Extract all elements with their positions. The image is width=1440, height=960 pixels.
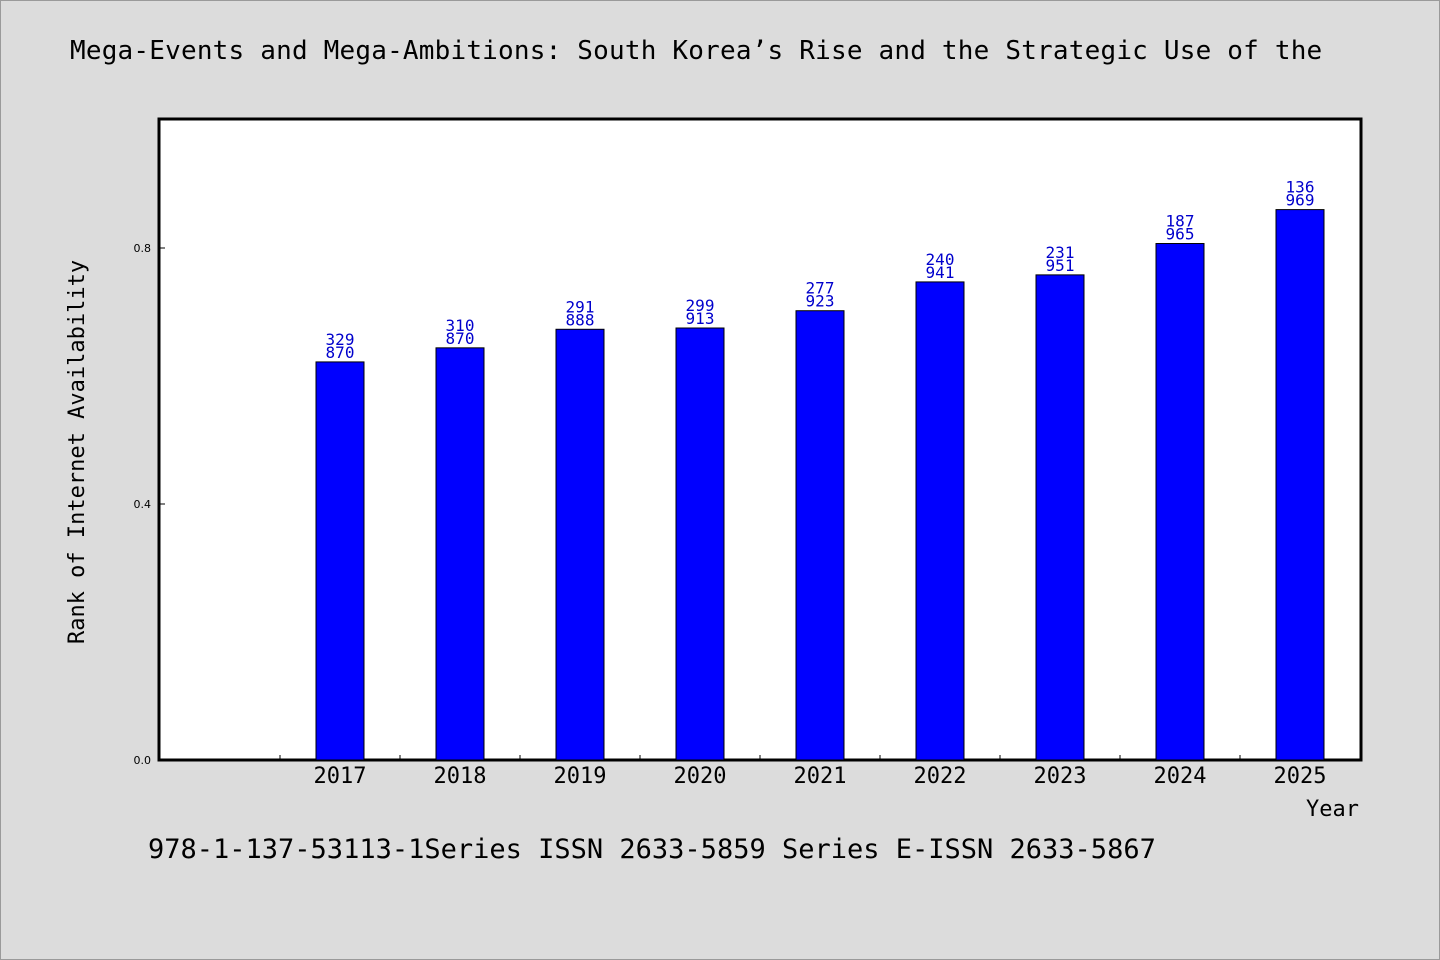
data-label-2020-lower: 913 xyxy=(686,309,715,328)
bar-2024 xyxy=(1155,243,1205,761)
data-label-2018-lower: 870 xyxy=(446,329,475,348)
x-tick-label-2017: 2017 xyxy=(314,764,367,789)
x-tick-label-2022: 2022 xyxy=(914,764,967,789)
x-tick-label-2018: 2018 xyxy=(434,764,487,789)
bar-2023 xyxy=(1035,274,1085,761)
data-label-2019-lower: 888 xyxy=(566,310,595,329)
data-label-2025-upper: 136 xyxy=(1286,178,1315,197)
x-axis: 2017 2018 2019 2020 2021 2022 2023 2024 2025 xyxy=(279,755,1361,789)
data-label-2020-upper: 299 xyxy=(686,296,715,315)
data-label-2017-lower: 870 xyxy=(326,343,355,362)
data-label-2017-upper: 329 xyxy=(326,330,355,349)
isbn-issn-footer: 978-1-137-53113-1Series ISSN 2633-5859 S… xyxy=(148,834,1156,865)
data-label-2018-upper: 310 xyxy=(446,316,475,335)
bars-layer xyxy=(315,209,1325,761)
bar-2019 xyxy=(555,328,605,761)
y-tick-label-0.4: 0.4 xyxy=(134,498,152,511)
bar-2018 xyxy=(435,347,485,761)
x-tick-label-2019: 2019 xyxy=(554,764,607,789)
x-tick-label-2025: 2025 xyxy=(1274,764,1327,789)
x-tick-label-2023: 2023 xyxy=(1034,764,1087,789)
bar-2025 xyxy=(1275,209,1325,761)
data-label-2021-lower: 923 xyxy=(806,292,835,311)
data-label-2021-upper: 277 xyxy=(806,279,835,298)
x-axis-label: Year xyxy=(1306,797,1359,822)
bar-2022 xyxy=(915,281,965,761)
data-label-2022-lower: 941 xyxy=(926,263,955,282)
bar-2021 xyxy=(795,310,845,761)
data-label-2023-lower: 951 xyxy=(1046,256,1075,275)
data-label-2019-upper: 291 xyxy=(566,297,595,316)
bar-2017 xyxy=(315,361,365,761)
y-tick-label-0.0: 0.0 xyxy=(134,754,152,767)
y-axis: 0.0 0.4 0.8 xyxy=(134,242,165,767)
data-label-2022-upper: 240 xyxy=(926,250,955,269)
data-label-2025-lower: 969 xyxy=(1286,191,1315,210)
chart-title: Mega-Events and Mega-Ambitions: South Ko… xyxy=(70,36,1323,66)
data-label-2024-upper: 187 xyxy=(1166,212,1195,231)
x-tick-label-2020: 2020 xyxy=(674,764,727,789)
data-labels-layer: 3298703108702918882999132779232409412319… xyxy=(326,178,1315,362)
y-tick-label-0.8: 0.8 xyxy=(134,242,152,255)
data-label-2024-lower: 965 xyxy=(1166,225,1195,244)
y-axis-label: Rank of Internet Availability xyxy=(65,260,90,644)
x-tick-label-2024: 2024 xyxy=(1154,764,1207,789)
bar-2020 xyxy=(675,327,725,761)
x-tick-label-2021: 2021 xyxy=(794,764,847,789)
data-label-2023-upper: 231 xyxy=(1046,243,1075,262)
